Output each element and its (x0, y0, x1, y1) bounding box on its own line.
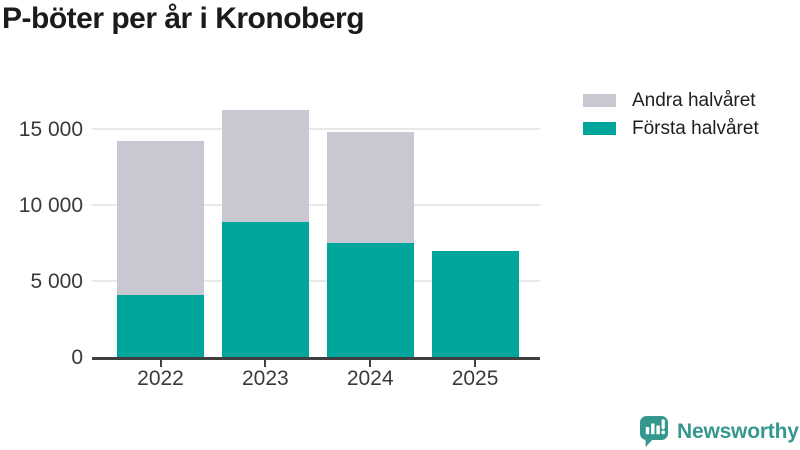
y-tick-label: 15 000 (18, 117, 83, 141)
bar-2023-first_half (221, 221, 309, 357)
bar-2025-first_half (431, 250, 519, 357)
x-tick-label-2023: 2023 (241, 367, 289, 390)
legend-label-first_half: Första halvåret (632, 117, 759, 139)
legend: Andra halvåret Första halvåret (583, 86, 759, 142)
bar-2024-second_half (326, 132, 414, 244)
gridline-10000 (92, 204, 540, 207)
bar-2023-second_half (221, 109, 309, 222)
newsworthy-wordmark: Newsworthy (677, 419, 799, 443)
plot-area (92, 105, 540, 357)
x-tick-label-2024: 2024 (346, 367, 394, 390)
x-tick-2024 (369, 360, 372, 367)
stacked-bar-chart: 0 5 000 10 000 15 000 2022 2023 2024 2025 (0, 105, 540, 395)
legend-label-second_half: Andra halvåret (632, 89, 756, 111)
x-tick-2025 (474, 360, 477, 367)
x-tick-label-2025: 2025 (451, 367, 499, 390)
x-tick-2023 (264, 360, 267, 367)
y-tick-label: 10 000 (18, 193, 83, 217)
newsworthy-logo: Newsworthy (640, 415, 799, 448)
bar-2022-first_half (117, 294, 204, 357)
x-tick-2022 (159, 360, 162, 367)
bar-2024-first_half (326, 243, 414, 357)
gridline-5000 (92, 280, 540, 283)
gridline-15000 (92, 128, 540, 131)
y-tick-label: 0 (71, 345, 83, 369)
x-tick-label-2022: 2022 (137, 367, 184, 390)
x-axis-line (92, 357, 540, 360)
legend-item-second_half: Andra halvåret (583, 86, 759, 114)
y-tick-label: 5 000 (30, 269, 83, 293)
bar-2022-second_half (117, 141, 204, 295)
chart-title: P-böter per år i Kronoberg (2, 2, 365, 35)
legend-swatch-first_half (583, 121, 616, 135)
newsworthy-icon (640, 415, 668, 447)
legend-swatch-second_half (583, 93, 616, 107)
legend-item-first_half: Första halvåret (583, 114, 759, 142)
